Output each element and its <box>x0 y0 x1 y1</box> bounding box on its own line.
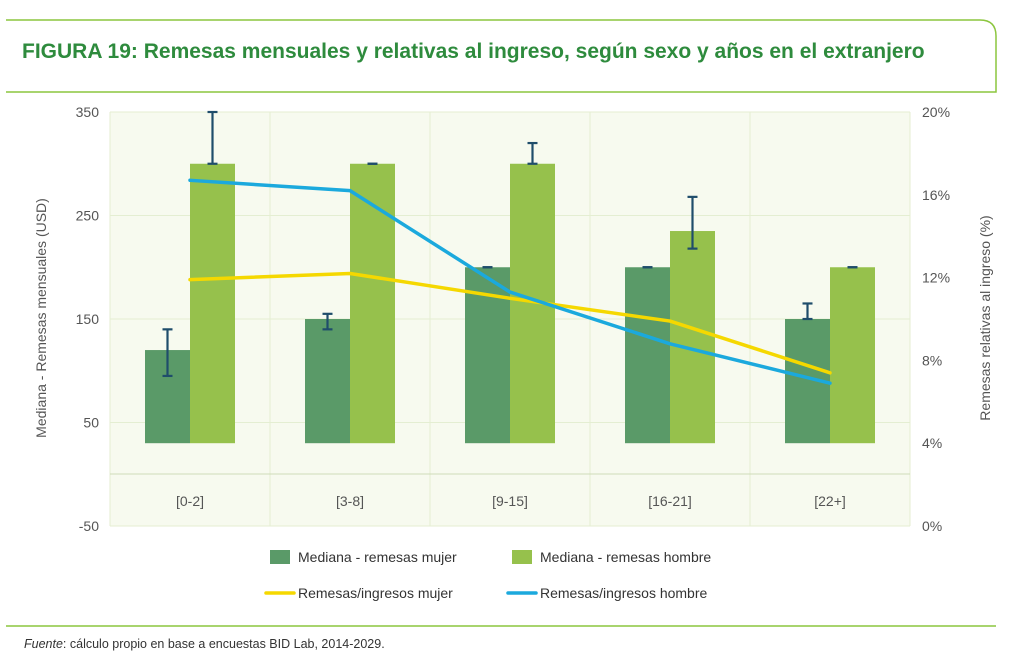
legend-swatch <box>512 550 532 564</box>
legend-label: Remesas/ingresos mujer <box>298 585 453 601</box>
y-tick-label: 350 <box>76 104 100 120</box>
x-tick-label: [16-21] <box>648 493 692 509</box>
y2-tick-label: 8% <box>922 352 942 368</box>
legend-label: Mediana - remesas hombre <box>540 549 711 565</box>
y-tick-label: -50 <box>79 518 99 534</box>
y2-tick-label: 16% <box>922 187 950 203</box>
y2-tick-label: 0% <box>922 518 942 534</box>
bar-hombre-5 <box>830 267 875 444</box>
figure-title: FIGURA 19: Remesas mensuales y relativas… <box>22 40 925 63</box>
bar-mujer-4 <box>625 267 670 444</box>
y2-axis-title: Remesas relativas al ingreso (%) <box>977 215 993 420</box>
x-tick-label: [9-15] <box>492 493 528 509</box>
y2-tick-label: 4% <box>922 435 942 451</box>
x-tick-label: [0-2] <box>176 493 204 509</box>
bar-hombre-1 <box>190 163 235 444</box>
line-remesas-ingresos-mujer <box>188 271 832 375</box>
source-text: : cálculo propio en base a encuestas BID… <box>62 637 385 651</box>
y-tick-label: 50 <box>83 415 99 431</box>
bar-mujer-2 <box>305 319 350 444</box>
y-tick-label: 250 <box>76 208 100 224</box>
x-tick-label: [22+] <box>814 493 846 509</box>
y-axis-title: Mediana - Remesas mensuales (USD) <box>33 198 49 438</box>
bar-hombre-2 <box>350 163 395 444</box>
y2-tick-label: 20% <box>922 104 950 120</box>
legend-swatch <box>270 550 290 564</box>
line-remesas-ingresos-hombre <box>188 178 832 385</box>
legend-label: Mediana - remesas mujer <box>298 549 457 565</box>
source-note: Fuente: cálculo propio en base a encuest… <box>24 637 385 651</box>
legend-label: Remesas/ingresos hombre <box>540 585 708 601</box>
source-label: Fuente <box>24 637 63 651</box>
y2-tick-label: 12% <box>922 270 950 286</box>
bar-hombre-4 <box>670 231 715 444</box>
y-tick-label: 150 <box>76 311 100 327</box>
x-tick-label: [3-8] <box>336 493 364 509</box>
